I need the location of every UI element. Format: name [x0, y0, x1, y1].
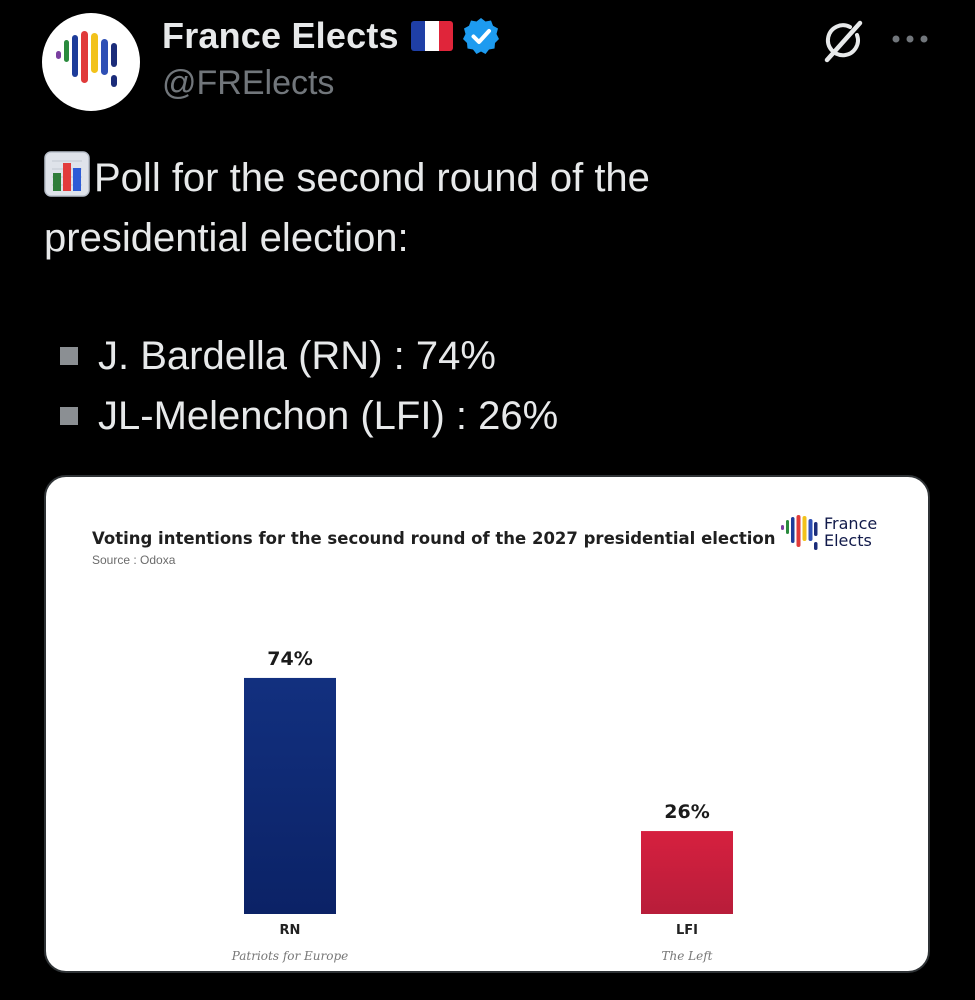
france-elects-logo — [781, 515, 818, 550]
bar-rn — [244, 677, 336, 914]
bar-lfi — [641, 831, 733, 914]
poll-result-list: J. Bardella (RN) : 74% JL-Melenchon (LFI… — [60, 326, 558, 446]
account-handle[interactable]: @FRElects — [162, 64, 335, 102]
data-label-rn: 74% — [267, 647, 313, 670]
bullet-square-icon — [60, 407, 78, 425]
tweet-text: Poll for the second round of the preside… — [44, 148, 944, 268]
grok-icon[interactable] — [820, 18, 866, 64]
list-item-text: JL-Melenchon (LFI) : 26% — [98, 393, 559, 438]
tweet-text-line1: Poll for the second round of the — [94, 156, 650, 200]
brand-line2: Elects — [824, 531, 872, 550]
brand-line1: France — [824, 514, 878, 533]
chart-title: Voting intentions for the secound round … — [92, 529, 776, 548]
list-item: J. Bardella (RN) : 74% — [60, 326, 558, 386]
display-name[interactable]: France Elects — [162, 15, 399, 56]
chart-source: Source : Odoxa — [92, 553, 176, 567]
brand-wordmark: France Elects — [824, 515, 877, 549]
category-sublabel-rn: Patriots for Europe — [231, 949, 349, 963]
more-options-icon[interactable] — [888, 24, 932, 54]
account-name-row: France Elects — [162, 14, 501, 58]
tweet-text-line: Poll for the second round of the — [44, 148, 944, 208]
list-item-text: J. Bardella (RN) : 74% — [98, 333, 496, 378]
category-label-lfi: LFI — [675, 923, 698, 938]
france-elects-logo — [56, 31, 117, 87]
category-sublabel-lfi: The Left — [661, 949, 713, 963]
list-item: JL-Melenchon (LFI) : 26% — [60, 386, 558, 446]
category-label-rn: RN — [279, 923, 301, 938]
tweet-text-line2: presidential election: — [44, 216, 409, 260]
verified-badge-icon[interactable] — [461, 16, 501, 56]
data-label-lfi: 26% — [664, 801, 710, 824]
bar-chart — [244, 677, 733, 914]
profile-avatar[interactable] — [42, 13, 140, 111]
bar-chart-emoji — [44, 151, 90, 197]
france-flag-icon — [410, 21, 453, 51]
media-image[interactable]: Voting intentions for the secound round … — [44, 475, 930, 973]
bullet-square-icon — [60, 347, 78, 365]
